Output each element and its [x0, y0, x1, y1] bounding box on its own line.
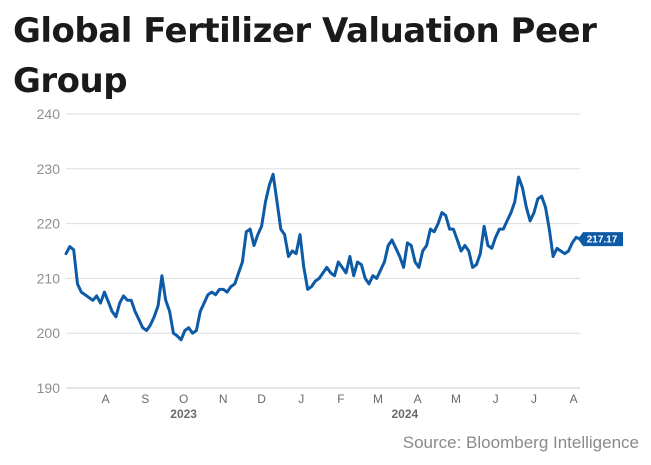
source-note: Source: Bloomberg Intelligence — [402, 433, 639, 452]
x-tick-label: M — [373, 392, 383, 406]
x-tick-label: A — [102, 392, 110, 406]
x-tick-label: A — [570, 392, 578, 406]
chart-title: Global Fertilizer Valuation Peer Group — [13, 11, 597, 101]
y-axis-ticks: 190 200 210 220 230 240 — [37, 106, 61, 396]
x-tick-label: M — [451, 392, 461, 406]
year-label: 2024 — [391, 407, 418, 421]
x-tick-label: S — [141, 392, 149, 406]
year-label: 2023 — [170, 407, 197, 421]
y-tick-label: 200 — [37, 325, 61, 341]
series-line — [64, 172, 582, 342]
last-value-tag-bg — [578, 232, 623, 247]
x-tick-label: J — [493, 392, 499, 406]
gridlines — [66, 113, 580, 334]
last-value-tag: 217.17 — [578, 232, 623, 247]
y-tick-label: 210 — [37, 270, 61, 286]
x-tick-label: N — [219, 392, 228, 406]
x-tick-label: J — [531, 392, 537, 406]
y-tick-label: 230 — [37, 161, 61, 177]
x-tick-label: J — [298, 392, 304, 406]
x-tick-label: O — [179, 392, 188, 406]
last-value-label: 217.17 — [587, 235, 618, 246]
x-tick-label: F — [337, 392, 344, 406]
x-tick-label: A — [414, 392, 422, 406]
year-labels: 2023 2024 — [170, 407, 418, 421]
x-tick-label: D — [257, 392, 266, 406]
y-tick-label: 190 — [37, 380, 61, 396]
y-tick-label: 240 — [37, 106, 61, 122]
y-tick-label: 220 — [37, 216, 61, 232]
